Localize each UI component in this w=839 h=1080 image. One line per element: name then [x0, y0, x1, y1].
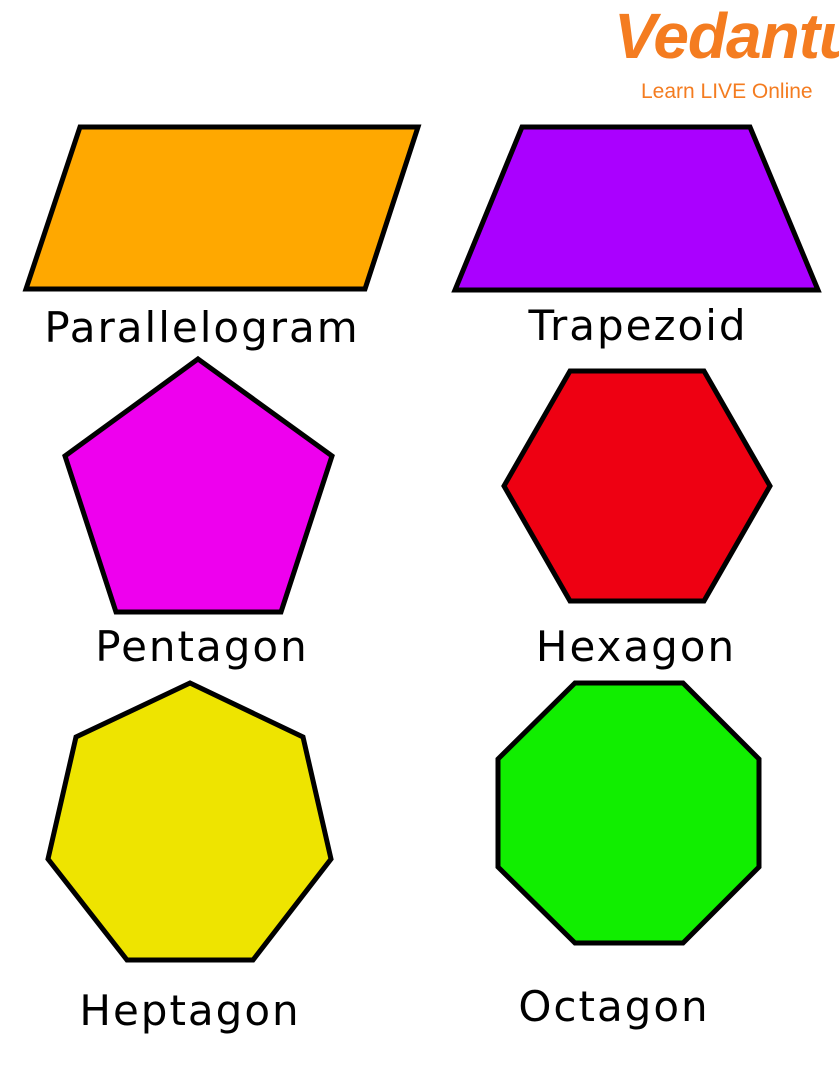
pentagon-label: Pentagon: [95, 622, 309, 671]
pentagon-shape: [62, 355, 335, 615]
logo-brand: Vedantu: [614, 0, 839, 72]
hexagon-label: Hexagon: [535, 622, 737, 671]
parallelogram-label: Parallelogram: [44, 303, 360, 352]
heptagon-label: Heptagon: [79, 986, 301, 1035]
parallelogram-shape: [22, 124, 422, 292]
octagon-shape: [495, 680, 762, 946]
trapezoid-shape: [451, 124, 822, 293]
hexagon-shape: [501, 368, 773, 604]
octagon-label: Octagon: [518, 982, 710, 1031]
heptagon-shape: [45, 680, 334, 963]
trapezoid-label: Trapezoid: [528, 301, 748, 350]
vedantu-logo: Vedantu Learn LIVE Online: [608, 4, 839, 107]
logo-tagline: Learn LIVE Online: [641, 80, 813, 103]
